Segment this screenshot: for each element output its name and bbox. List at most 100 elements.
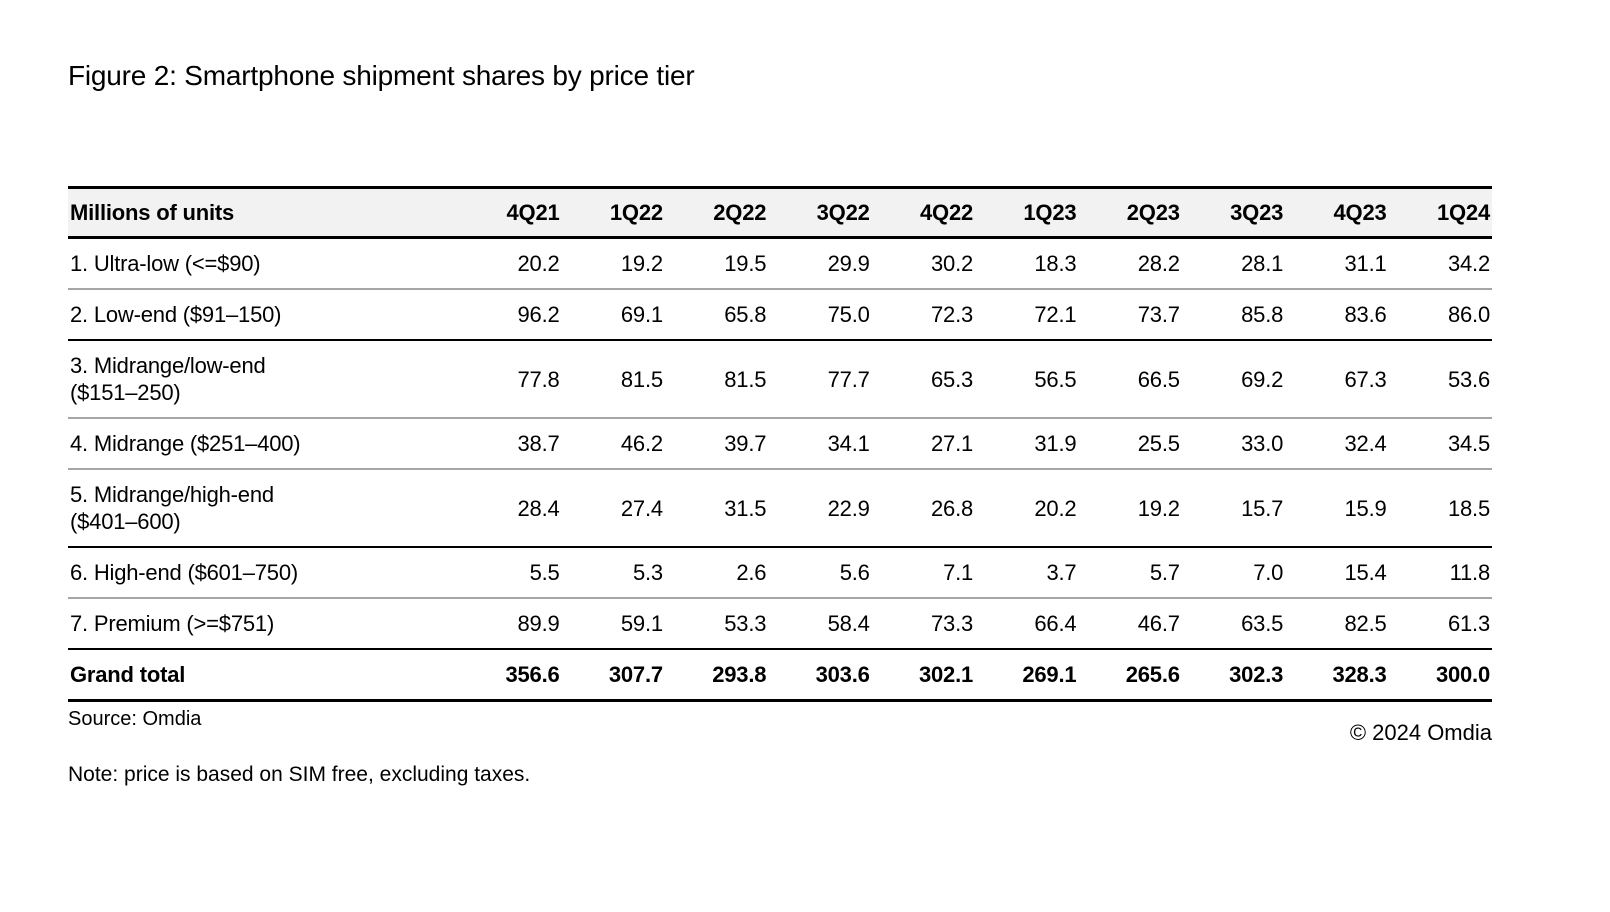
column-header-units: Millions of units (70, 200, 235, 225)
value-cell: 66.5 (1137, 366, 1180, 392)
value-cell: 27.1 (931, 431, 974, 456)
value-cell: 29.9 (827, 251, 870, 276)
value-cell: 61.3 (1447, 611, 1490, 636)
value-cell: 15.7 (1241, 495, 1284, 521)
source-label: Source: Omdia (68, 708, 202, 730)
value-cell: 56.5 (1034, 366, 1077, 392)
value-cell: 5.5 (529, 560, 560, 585)
value-cell: 46.7 (1137, 611, 1180, 636)
column-header-3q22: 3Q22 (816, 200, 870, 225)
value-cell: 34.1 (827, 431, 870, 456)
value-cell: 67.3 (1344, 366, 1387, 392)
row-label: 3. Midrange/low-end ($151–250) (70, 353, 266, 405)
row-label: 2. Low-end ($91–150) (70, 302, 282, 327)
value-cell: 7.1 (943, 560, 974, 585)
column-header-1q23: 1Q23 (1023, 200, 1077, 225)
value-cell: 19.2 (620, 251, 663, 276)
column-header-1q24: 1Q24 (1436, 200, 1490, 225)
value-cell: 75.0 (827, 302, 870, 327)
table-row: 3. Midrange/low-end ($151–250) 77.8 81.5 81.… (68, 340, 1492, 418)
table-header: Millions of units 4Q21 1Q22 2Q22 3Q22 4Q22 1Q… (68, 187, 1492, 238)
value-cell: 15.9 (1344, 495, 1387, 521)
column-header-4q21: 4Q21 (506, 200, 560, 225)
value-cell: 65.3 (931, 366, 974, 392)
value-cell: 28.1 (1241, 251, 1284, 276)
value-cell: 96.2 (517, 302, 560, 327)
value-cell: 356.6 (505, 662, 560, 687)
row-label: 1. Ultra-low (<=$90) (70, 251, 261, 276)
value-cell: 293.8 (712, 662, 767, 687)
value-cell: 5.6 (839, 560, 870, 585)
value-cell: 15.4 (1344, 560, 1387, 585)
table-row-grand-total: Grand total 356.6 307.7 293.8 303.6 302.1 269.… (68, 649, 1492, 701)
figure-title: Figure 2: Smartphone shipment shares by … (68, 60, 695, 91)
value-cell: 20.2 (517, 251, 560, 276)
value-cell: 18.5 (1447, 495, 1490, 521)
value-cell: 302.3 (1229, 662, 1284, 687)
value-cell: 19.2 (1137, 495, 1180, 521)
value-cell: 34.2 (1447, 251, 1490, 276)
value-cell: 25.5 (1137, 431, 1180, 456)
value-cell: 58.4 (827, 611, 870, 636)
value-cell: 77.7 (827, 366, 870, 392)
value-cell: 328.3 (1332, 662, 1387, 687)
value-cell: 303.6 (815, 662, 870, 687)
table-body: 1. Ultra-low (<=$90) 20.2 19.2 19.5 29.9 30.2… (68, 238, 1492, 701)
value-cell: 11.8 (1449, 560, 1491, 585)
value-cell: 34.5 (1447, 431, 1490, 456)
value-cell: 63.5 (1241, 611, 1284, 636)
value-cell: 307.7 (608, 662, 663, 687)
value-cell: 77.8 (517, 366, 560, 392)
value-cell: 269.1 (1022, 662, 1077, 687)
value-cell: 33.0 (1241, 431, 1284, 456)
value-cell: 81.5 (620, 366, 663, 392)
value-cell: 27.4 (620, 495, 663, 521)
value-cell: 22.9 (827, 495, 870, 521)
value-cell: 31.9 (1034, 431, 1077, 456)
table-row: 6. High-end ($601–750) 5.5 5.3 2.6 5.6 7.1 3.7… (68, 547, 1492, 598)
value-cell: 65.8 (724, 302, 767, 327)
value-cell: 31.5 (724, 495, 767, 521)
table-header-row: Millions of units 4Q21 1Q22 2Q22 3Q22 4Q22 1Q… (68, 187, 1492, 238)
row-label: 5. Midrange/high-end ($401–600) (70, 482, 274, 534)
value-cell: 86.0 (1447, 302, 1490, 327)
column-header-4q23: 4Q23 (1333, 200, 1387, 225)
value-cell: 69.1 (620, 302, 663, 327)
value-cell: 30.2 (931, 251, 974, 276)
value-cell: 2.6 (736, 560, 767, 585)
column-header-2q23: 2Q23 (1126, 200, 1180, 225)
shipment-share-table: Millions of units 4Q21 1Q22 2Q22 3Q22 4Q22 1Q… (68, 186, 1492, 702)
row-label: 6. High-end ($601–750) (70, 560, 298, 585)
value-cell: 72.1 (1034, 302, 1077, 327)
value-cell: 85.8 (1241, 302, 1284, 327)
value-cell: 302.1 (918, 662, 974, 687)
value-cell: 20.2 (1034, 495, 1077, 521)
value-cell: 89.9 (517, 611, 560, 636)
value-cell: 73.3 (931, 611, 974, 636)
value-cell: 18.3 (1034, 251, 1077, 276)
value-cell: 82.5 (1344, 611, 1387, 636)
value-cell: 46.2 (620, 431, 663, 456)
value-cell: 81.5 (724, 366, 767, 392)
row-label: 4. Midrange ($251–400) (70, 431, 301, 456)
column-header-2q22: 2Q22 (713, 200, 767, 225)
table-row: 2. Low-end ($91–150) 96.2 69.1 65.8 75.0 72.3… (68, 289, 1492, 340)
table-row: 1. Ultra-low (<=$90) 20.2 19.2 19.5 29.9 30.2… (68, 238, 1492, 289)
value-cell: 300.0 (1435, 662, 1490, 687)
note-label: Note: price is based on SIM free, exclud… (68, 763, 531, 786)
value-cell: 5.7 (1149, 560, 1180, 585)
column-header-3q23: 3Q23 (1230, 200, 1284, 225)
value-cell: 28.4 (517, 495, 560, 521)
value-cell: 83.6 (1344, 302, 1387, 327)
copyright-label: © 2024 Omdia (1349, 720, 1492, 745)
value-cell: 26.8 (931, 495, 974, 521)
figure-page: Figure 2: Smartphone shipment shares by … (68, 58, 1492, 787)
value-cell: 66.4 (1034, 611, 1077, 636)
table-row: 4. Midrange ($251–400) 38.7 46.2 39.7 34.1 27… (68, 418, 1492, 469)
value-cell: 19.5 (724, 251, 767, 276)
value-cell: 31.1 (1344, 251, 1387, 276)
table-row: 7. Premium (>=$751) 89.9 59.1 53.3 58.4 73.3 6… (68, 598, 1492, 649)
value-cell: 5.3 (632, 560, 663, 585)
row-label: 7. Premium (>=$751) (70, 611, 275, 636)
value-cell: 7.0 (1253, 560, 1284, 585)
